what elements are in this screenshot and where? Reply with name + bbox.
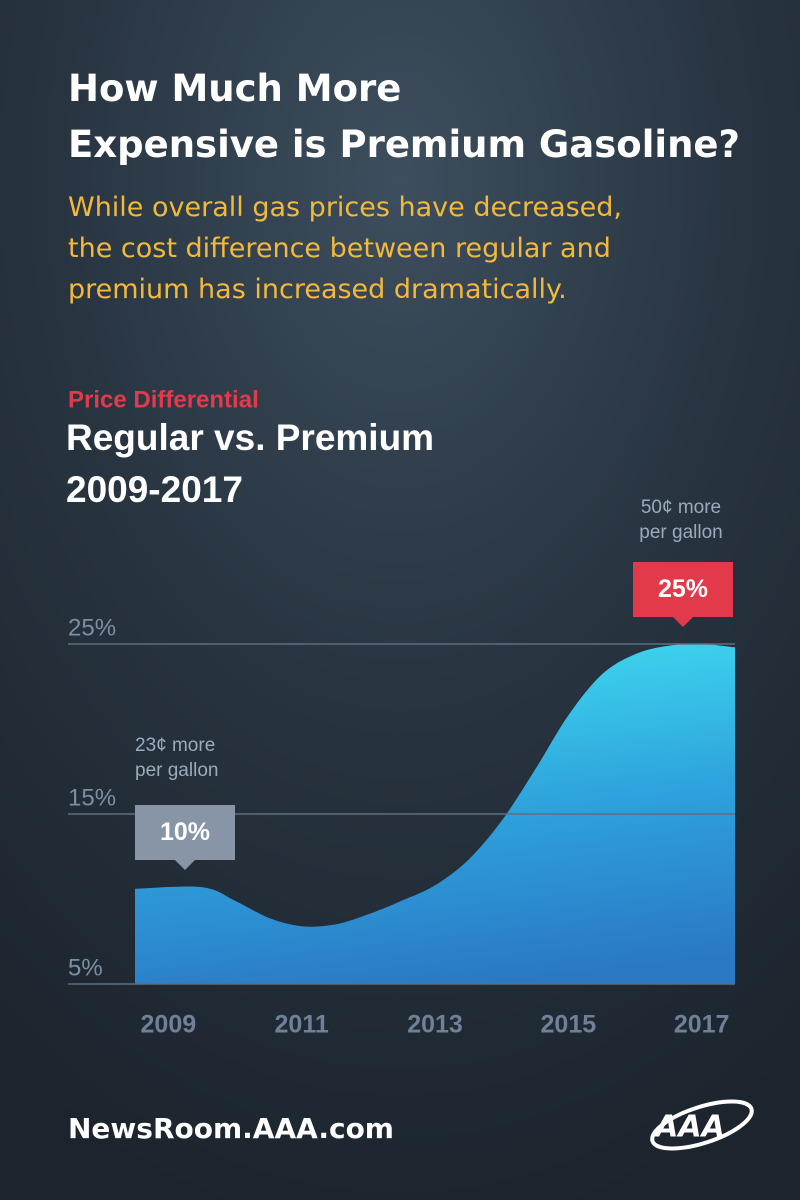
x-tick-label: 2017 bbox=[674, 1011, 730, 1039]
x-tick-label: 2013 bbox=[407, 1011, 463, 1039]
chart-title: 2009-2017 bbox=[66, 469, 243, 510]
title-text: How Much More Expensive is Premium Gasoli… bbox=[68, 67, 740, 166]
y-tick-label: 15% bbox=[68, 784, 116, 811]
callout-note: 23¢ more bbox=[135, 735, 215, 756]
x-tick-label: 2011 bbox=[275, 1011, 329, 1039]
subtitle: While overall gas prices have decreased,… bbox=[68, 192, 622, 305]
x-tick-label: 2015 bbox=[541, 1011, 597, 1039]
title: How Much More Expensive is Premium Gasoli… bbox=[68, 67, 740, 166]
chart-title: Regular vs. Premium bbox=[66, 417, 434, 458]
callout-note: per gallon bbox=[135, 760, 218, 781]
y-tick-label: 5% bbox=[68, 954, 103, 981]
callout-value: 25% bbox=[658, 575, 708, 603]
y-tick-label: 25% bbox=[68, 614, 116, 641]
x-tick-label: 2009 bbox=[141, 1011, 197, 1039]
area bbox=[135, 643, 735, 984]
kicker: Price Differential bbox=[68, 386, 259, 413]
subtitle-text: While overall gas prices have decreased,… bbox=[68, 192, 622, 305]
logo: AAA bbox=[653, 1110, 725, 1145]
callout-value: 10% bbox=[160, 818, 210, 846]
callout-note: 50¢ more bbox=[641, 497, 721, 518]
logo-swoosh bbox=[650, 1099, 754, 1151]
footer: NewsRoom.AAA.com bbox=[68, 1112, 394, 1145]
callout-badge bbox=[135, 805, 235, 870]
plot: 5% 15% 25% 2009 2011 2013 2015 2017 23¢ more per … bbox=[68, 497, 735, 1039]
callout-note: per gallon bbox=[639, 522, 722, 543]
callout-badge bbox=[633, 562, 733, 627]
